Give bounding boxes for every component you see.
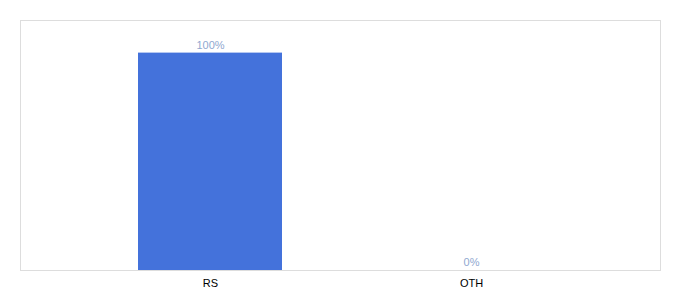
svg-text:OTH: OTH xyxy=(460,277,483,289)
svg-text:0%: 0% xyxy=(464,256,480,268)
svg-text:RS: RS xyxy=(203,277,218,289)
svg-text:100%: 100% xyxy=(196,39,224,51)
